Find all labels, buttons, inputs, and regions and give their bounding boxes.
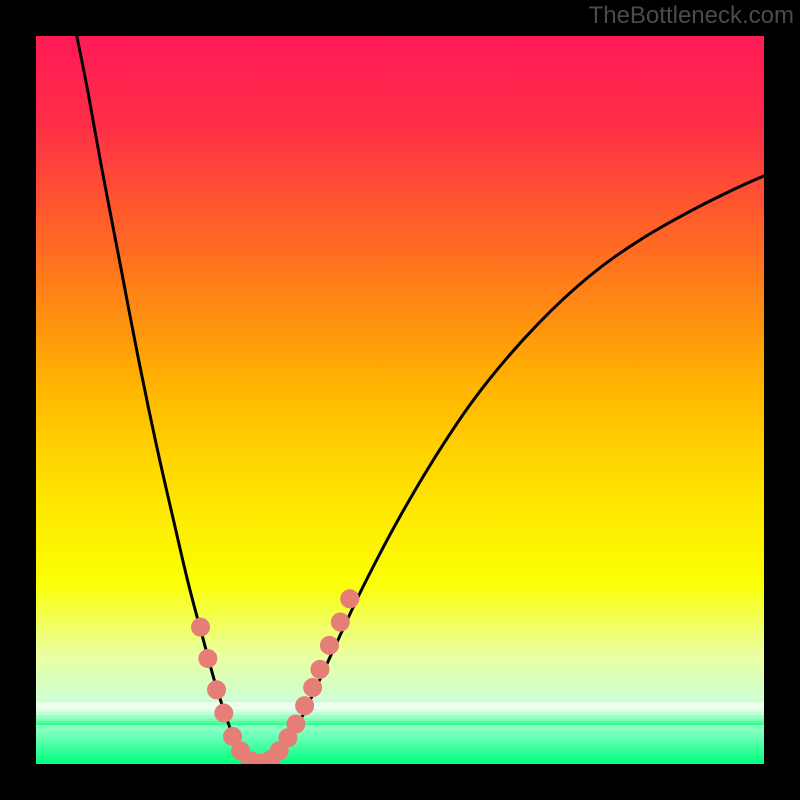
band <box>36 721 764 724</box>
marker-point <box>311 660 329 678</box>
band <box>36 702 764 709</box>
marker-point <box>208 681 226 699</box>
marker-point <box>331 613 349 631</box>
chart-container: TheBottleneck.com <box>0 0 800 800</box>
plot-background <box>36 36 764 764</box>
marker-point <box>199 649 217 667</box>
marker-point <box>192 618 210 636</box>
marker-point <box>341 590 359 608</box>
green-bands <box>36 702 764 725</box>
marker-point <box>304 679 322 697</box>
marker-point <box>287 715 305 733</box>
marker-point <box>296 697 314 715</box>
marker-point <box>215 704 233 722</box>
watermark-text: TheBottleneck.com <box>589 2 794 30</box>
marker-point <box>320 636 338 654</box>
bottleneck-chart <box>0 0 800 800</box>
band <box>36 715 764 719</box>
